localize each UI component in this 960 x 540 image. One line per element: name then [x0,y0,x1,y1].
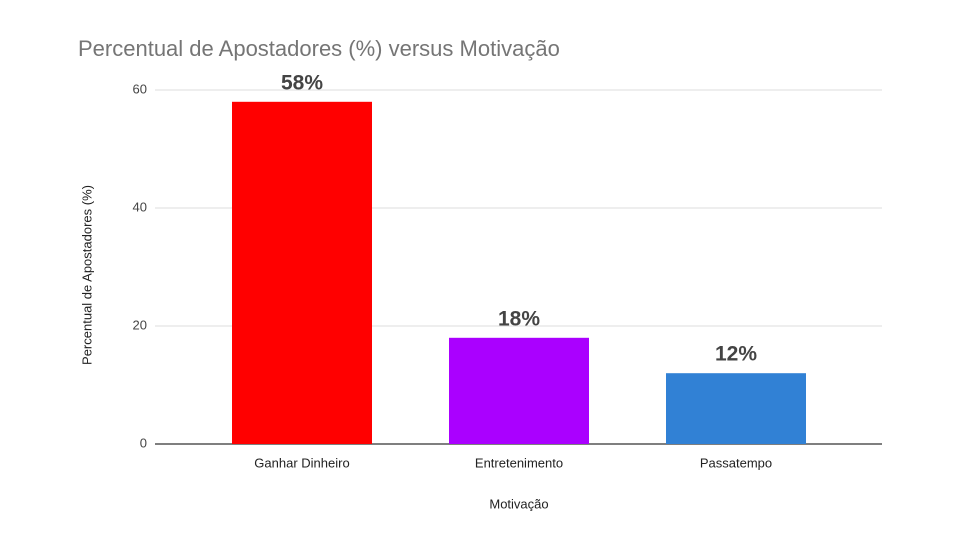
x-tick-label: Passatempo [700,455,772,470]
y-tick-label: 60 [133,81,147,96]
bar [232,101,372,445]
bar [449,337,589,444]
y-tick-label: 0 [140,435,147,450]
data-label: 12% [715,343,757,366]
y-axis-title: Percentual de Apostadores (%) [79,185,94,365]
data-label: 18% [498,307,540,330]
x-axis-title: Motivação [489,496,548,511]
x-tick-label: Ganhar Dinheiro [254,455,349,470]
y-tick-label: 20 [133,317,147,332]
x-tick-label: Entretenimento [475,455,563,470]
y-tick-label: 40 [133,199,147,214]
chart-title: Percentual de Apostadores (%) versus Mot… [78,36,560,61]
bar [666,373,806,444]
data-label: 58% [281,71,323,94]
